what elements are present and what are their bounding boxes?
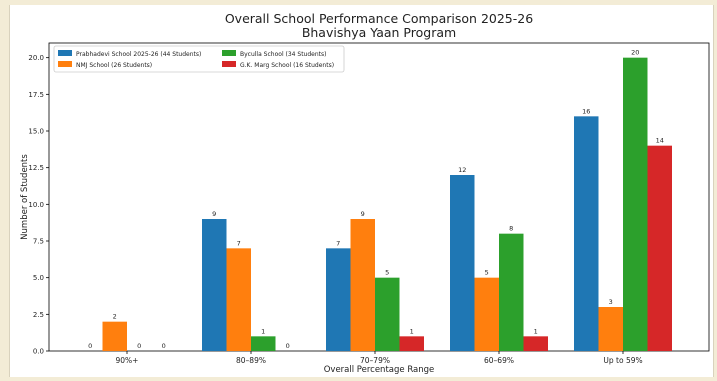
x-tick-label: 80–89% [236, 356, 266, 365]
bar-value-label: 20 [631, 49, 639, 57]
x-axis-label: Overall Percentage Range [324, 365, 435, 375]
bars [102, 57, 672, 352]
bar [499, 233, 524, 351]
y-axis-label: Number of Students [20, 154, 30, 240]
legend-swatch [58, 50, 72, 56]
bar-value-label: 5 [385, 269, 389, 277]
bar-value-label: 14 [656, 137, 664, 145]
bar [251, 336, 276, 351]
x-tick-label: Up to 59% [603, 356, 642, 365]
bar-value-label: 16 [582, 107, 590, 115]
y-tick-label: 2.5 [33, 311, 44, 319]
bar [399, 336, 424, 351]
bar-value-label: 7 [237, 239, 241, 247]
y-tick-label: 7.5 [33, 238, 44, 246]
bar [647, 145, 672, 351]
x-tick-label: 70–79% [360, 356, 390, 365]
bar-value-label: 3 [609, 298, 613, 306]
x-tick-label: 60–69% [484, 356, 514, 365]
chart-title: Overall School Performance Comparison 20… [225, 11, 533, 26]
chart-svg: Overall School Performance Comparison 20… [20, 11, 710, 375]
bar-value-label: 5 [485, 269, 489, 277]
bar [523, 336, 548, 351]
bar-value-label: 0 [88, 342, 92, 350]
bar [102, 321, 127, 351]
legend-swatch [222, 50, 236, 56]
bar-value-label: 8 [509, 225, 513, 233]
chart-figure: Overall School Performance Comparison 20… [9, 5, 714, 377]
bar-value-label: 0 [286, 342, 290, 350]
bar [598, 307, 623, 351]
bar [474, 277, 499, 351]
legend: Prabhadevi School 2025-26 (44 Students) N… [53, 45, 345, 73]
legend-label: G.K. Marg School (16 Students) [240, 62, 334, 69]
chart-subtitle: Bhavishya Yaan Program [302, 25, 456, 40]
y-tick-label: 12.5 [28, 164, 44, 172]
bar [574, 116, 599, 351]
legend-label: NMJ School (26 Students) [76, 62, 152, 69]
legend-swatch [222, 61, 236, 67]
y-tick-label: 0.0 [33, 348, 44, 356]
bar-value-label: 9 [361, 210, 365, 218]
bar [350, 219, 375, 351]
bar-value-label: 1 [261, 327, 265, 335]
legend-frame [53, 45, 345, 73]
bar-value-label: 0 [162, 342, 166, 350]
bar-value-label: 1 [534, 327, 538, 335]
legend-label: Byculla School (34 Students) [240, 51, 326, 58]
y-tick-label: 15.0 [28, 128, 44, 136]
bar-value-label: 1 [410, 327, 414, 335]
bar-value-label: 7 [336, 239, 340, 247]
x-axis: 90%+ 80–89% 70–79% 60–69% Up to 59% [116, 351, 643, 365]
bar [202, 219, 227, 351]
bar-value-label: 12 [458, 166, 466, 174]
y-tick-label: 10.0 [28, 201, 44, 209]
legend-swatch [58, 61, 72, 67]
x-tick-label: 90%+ [116, 356, 139, 365]
bar-value-label: 2 [113, 313, 117, 321]
bar [226, 248, 251, 351]
y-tick-label: 20.0 [28, 54, 44, 62]
y-axis: 0.0 2.5 5.0 7.5 10.0 12.5 15.0 17.5 20.0 [28, 54, 49, 356]
bar-value-label: 0 [137, 342, 141, 350]
bar [623, 57, 648, 352]
bar [450, 175, 475, 351]
y-tick-label: 5.0 [33, 274, 44, 282]
bar [375, 277, 400, 351]
bar [326, 248, 351, 351]
legend-label: Prabhadevi School 2025-26 (44 Students) [76, 51, 201, 58]
y-tick-label: 17.5 [28, 91, 44, 99]
bar-value-label: 9 [212, 210, 216, 218]
